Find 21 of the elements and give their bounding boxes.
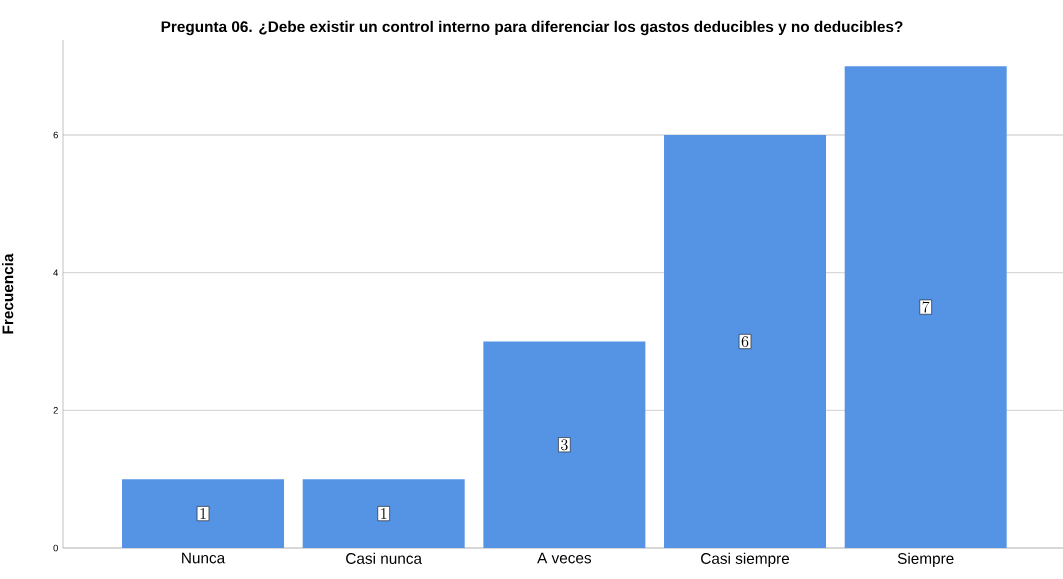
y-tick-label: 6 (53, 131, 58, 139)
y-tick-label: 4 (53, 269, 59, 276)
data-label: 1 (200, 508, 206, 519)
x-tick-label: A veces (537, 552, 592, 564)
y-tick-label: 2 (53, 407, 58, 414)
x-tick-label: Nunca (182, 552, 226, 564)
data-label: 6 (741, 336, 749, 347)
data-label: 3 (561, 439, 568, 451)
bar (483, 341, 646, 548)
bar (664, 134, 827, 548)
y-tick-label: 0 (53, 544, 58, 552)
x-tick-label: Casi siempre (701, 552, 790, 567)
bar (844, 66, 1007, 548)
x-tick-label: Casi nunca (346, 552, 423, 564)
chart-title: Pregunta 06. ¿Debe existir un control interno para diferenciar los gastos deducibles y no deducibles? (161, 20, 903, 36)
y-axis-title: Frecuencia (2, 253, 14, 334)
bar (122, 479, 285, 548)
data-label: 1 (381, 508, 387, 519)
bar (302, 479, 465, 548)
data-label: 7 (922, 301, 930, 313)
x-tick-label: Siempre (897, 552, 954, 567)
